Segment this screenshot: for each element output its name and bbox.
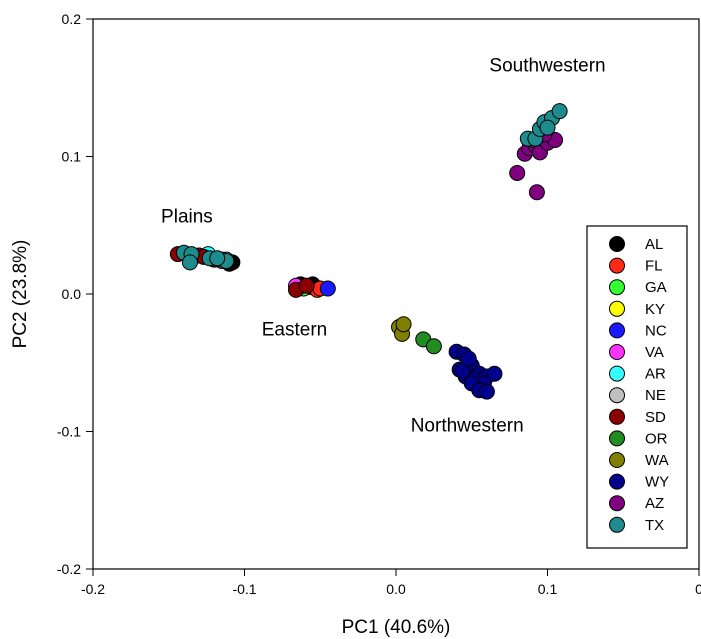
data-point-tx: [209, 250, 226, 267]
y-tick-label: 0.1: [62, 149, 82, 165]
x-tick-label: 0.0: [386, 581, 406, 597]
axis-ticks: -0.2 -0.1 0.0 0.1 0 -0.2 -0.1 0.0 0.1 0.2: [57, 11, 701, 597]
cluster-label: Plains: [161, 207, 213, 228]
cluster-annotations: Southwestern Plains Eastern Northwestern: [161, 55, 606, 436]
legend-label-nc: NC: [645, 322, 667, 339]
cluster-label: Eastern: [262, 319, 327, 340]
data-point-wa: [395, 316, 412, 333]
legend-label-ar: AR: [645, 366, 666, 383]
legend-marker-fl: [609, 257, 625, 274]
data-point-tx: [551, 103, 568, 120]
legend-items: AL FL GA KY NC VA AR NE SD OR WA WY AZ TX: [609, 236, 669, 534]
legend-marker-wy: [609, 473, 625, 490]
legend-marker-ne: [609, 387, 625, 404]
y-tick-label: 0.2: [62, 11, 82, 27]
x-axis-label: PC1 (40.6%): [342, 617, 451, 638]
legend-label-wy: WY: [645, 474, 669, 491]
legend-label-va: VA: [645, 344, 664, 361]
y-tick-label: 0.0: [62, 286, 82, 302]
data-point-wy: [478, 383, 495, 400]
legend-label-al: AL: [645, 236, 663, 253]
legend-label-ga: GA: [645, 279, 667, 296]
legend: AL FL GA KY NC VA AR NE SD OR WA WY AZ TX: [586, 225, 688, 549]
x-tick-label: 0: [695, 581, 701, 597]
cluster-label: Southwestern: [489, 55, 605, 76]
data-point-az: [528, 184, 545, 201]
data-point-tx: [539, 119, 556, 136]
cluster-label: Northwestern: [411, 416, 524, 437]
legend-marker-va: [609, 344, 625, 360]
legend-marker-ky: [609, 300, 625, 317]
legend-marker-ar: [609, 365, 625, 382]
legend-marker-or: [609, 430, 625, 447]
legend-label-or: OR: [645, 430, 668, 447]
y-tick-label: -0.2: [57, 561, 81, 577]
legend-label-ky: KY: [645, 301, 665, 318]
legend-label-wa: WA: [645, 452, 669, 469]
x-tick-label: -0.1: [232, 581, 256, 597]
legend-box: [586, 225, 688, 549]
data-point-nc: [319, 280, 336, 297]
data-point-tx: [181, 254, 198, 271]
data-point-wy: [486, 365, 503, 382]
legend-label-az: AZ: [645, 495, 664, 512]
legend-marker-az: [609, 495, 625, 512]
legend-marker-tx: [609, 516, 625, 533]
legend-marker-ga: [609, 279, 625, 296]
data-point-or: [425, 338, 442, 355]
legend-marker-sd: [609, 408, 625, 425]
y-tick-label: -0.1: [57, 424, 81, 440]
legend-label-ne: NE: [645, 387, 666, 404]
x-tick-label: 0.1: [538, 581, 558, 597]
data-point-wy: [460, 350, 477, 367]
legend-marker-wa: [609, 452, 625, 468]
legend-label-sd: SD: [645, 409, 666, 426]
data-points: [169, 103, 568, 400]
legend-marker-nc: [609, 322, 625, 339]
legend-label-tx: TX: [645, 517, 664, 534]
legend-label-fl: FL: [645, 258, 663, 275]
x-tick-label: -0.2: [81, 581, 105, 597]
data-point-az: [509, 165, 526, 181]
legend-marker-al: [609, 236, 625, 252]
y-axis-label: PC2 (23.8%): [10, 240, 31, 349]
data-point-sd: [298, 277, 315, 294]
